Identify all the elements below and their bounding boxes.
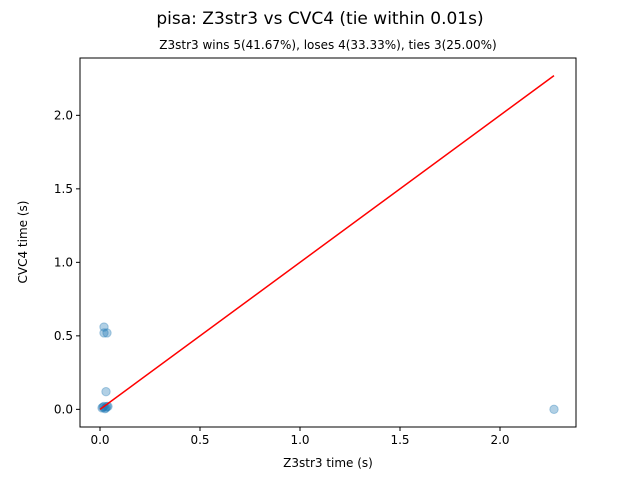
data-point — [101, 387, 111, 397]
data-point — [549, 404, 559, 415]
y-axis-label: CVC4 time (s) — [16, 201, 30, 284]
x-tick-label: 2.0 — [490, 433, 509, 447]
x-axis: 0.0 0.5 1.0 1.5 2.0 — [90, 427, 510, 447]
y-tick-label: 0.0 — [54, 402, 73, 416]
chart-subtitle: Z3str3 wins 5(41.67%), loses 4(33.33%), … — [159, 38, 496, 52]
data-point — [99, 328, 109, 338]
diagonal-line — [99, 75, 555, 410]
x-tick-label: 0.5 — [190, 433, 209, 447]
plot-area — [97, 75, 559, 415]
plot-frame — [79, 57, 577, 428]
x-tick-label: 1.5 — [390, 433, 409, 447]
y-axis: 0.0 0.5 1.0 1.5 2.0 — [54, 108, 80, 416]
y-tick-label: 1.5 — [54, 182, 73, 196]
x-tick-label: 0.0 — [90, 433, 109, 447]
chart-title: pisa: Z3str3 vs CVC4 (tie within 0.01s) — [156, 9, 483, 29]
y-tick-label: 2.0 — [54, 108, 73, 122]
y-tick-label: 0.5 — [54, 329, 73, 343]
x-tick-label: 1.0 — [290, 433, 309, 447]
x-axis-label: Z3str3 time (s) — [283, 456, 373, 470]
y-tick-label: 1.0 — [54, 255, 73, 269]
data-point — [99, 322, 109, 332]
data-point — [102, 328, 112, 338]
